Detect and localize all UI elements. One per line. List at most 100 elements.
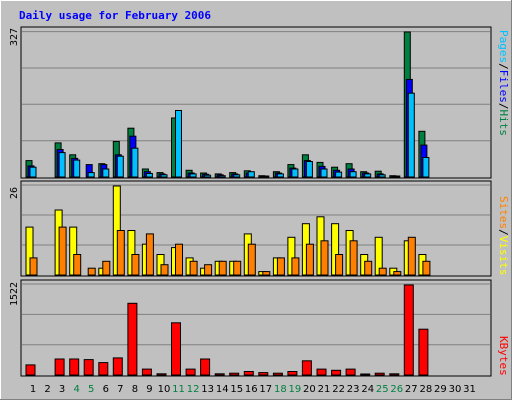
bar-sites-day-26 [393,271,402,276]
bar-sites-day-8 [131,254,140,276]
bar-sites-day-16 [247,243,256,276]
bar-sites-day-17 [262,271,271,276]
day-label-12: 12 [187,384,200,395]
day-label-6: 6 [103,384,109,395]
bar-pages-day-11 [175,110,182,178]
bar-sites-day-6 [102,260,111,276]
legend-kbytes: KBytes [497,336,510,376]
bar-pages-day-8 [131,147,139,178]
day-label-7: 7 [117,384,123,395]
day-label-27: 27 [405,384,418,395]
bar-pages-day-3 [58,152,66,178]
day-label-13: 13 [201,384,214,395]
bar-sites-day-4 [73,254,82,276]
day-label-23: 23 [347,384,360,395]
day-label-16: 16 [245,384,258,395]
day-label-30: 30 [449,384,462,395]
bar-pages-day-18 [276,173,284,178]
bar-kbytes-day-20 [301,360,312,376]
bar-sites-day-28 [422,260,431,276]
bar-pages-day-13 [204,174,212,178]
bar-pages-day-15 [233,174,241,178]
legend-visits-sites: Sites/Visits [497,196,510,276]
bar-kbytes-day-10 [156,373,167,376]
bar-kbytes-day-9 [141,368,152,376]
bar-kbytes-day-18 [272,372,283,376]
day-label-9: 9 [146,384,152,395]
bar-pages-day-9 [145,173,153,178]
bar-sites-day-22 [335,254,344,276]
bar-pages-day-17 [262,175,270,178]
bar-pages-day-24 [364,173,372,178]
day-label-18: 18 [274,384,287,395]
bar-kbytes-day-13 [200,358,211,376]
day-label-26: 26 [390,384,403,395]
bar-sites-day-5 [87,267,96,276]
bar-sites-day-7 [116,230,125,276]
day-label-2: 2 [44,384,50,395]
bar-pages-day-12 [189,173,197,178]
day-label-11: 11 [172,384,185,395]
day-label-8: 8 [132,384,138,395]
chart-title: Daily usage for February 2006 [19,9,211,22]
bar-kbytes-day-12 [185,368,196,376]
bar-kbytes-day-8 [127,302,138,376]
bar-sites-day-21 [320,240,329,276]
day-label-15: 15 [230,384,243,395]
bar-pages-day-4 [73,159,81,178]
bar-pages-day-23 [349,171,357,178]
bar-pages-day-21 [320,168,328,178]
bar-kbytes-day-27 [403,284,414,376]
svg-text:Pages/Files/Hits: Pages/Files/Hits [497,30,510,136]
bar-sites-day-15 [233,260,242,276]
hits-max-label: 327 [9,28,20,46]
bar-pages-day-16 [247,171,255,178]
bar-sites-day-14 [218,260,227,276]
bar-pages-day-25 [378,174,386,178]
bar-sites-day-11 [175,243,183,276]
day-label-1: 1 [30,384,36,395]
bar-sites-day-12 [189,260,198,276]
bar-pages-day-1 [29,166,37,178]
bar-kbytes-day-26 [389,373,400,376]
legend-kbytes-label: KBytes [497,336,510,376]
day-label-20: 20 [303,384,316,395]
bar-pages-day-19 [291,168,299,178]
bar-sites-day-10 [160,264,169,276]
bar-pages-day-5 [87,172,95,178]
bar-sites-day-20 [305,243,314,276]
day-label-24: 24 [361,384,374,395]
bar-kbytes-day-16 [243,371,254,376]
legend-pages: Pages [497,30,510,63]
day-label-19: 19 [289,384,302,395]
day-label-21: 21 [318,384,331,395]
bar-sites-day-19 [291,257,300,276]
day-label-14: 14 [216,384,229,395]
bar-sites-day-27 [407,236,416,276]
bar-kbytes-day-11 [171,322,181,376]
day-label-28: 28 [420,384,433,395]
kbytes-max-label: 1522 [9,282,20,306]
bar-pages-day-22 [335,171,343,178]
day-label-17: 17 [259,384,272,395]
visits-max-label: 26 [9,187,20,199]
bar-kbytes-day-17 [258,372,269,376]
day-label-3: 3 [59,384,65,395]
legend-sep-1: / [497,63,510,70]
bar-kbytes-day-19 [287,371,298,376]
legend-sites: Sites [497,196,510,229]
day-label-25: 25 [376,384,389,395]
bar-kbytes-day-28 [418,328,429,376]
bar-pages-day-20 [305,161,313,178]
bar-sites-day-23 [349,240,358,276]
legend-sep-2: / [497,103,510,110]
legend-files: Files [497,70,510,103]
bar-pages-day-6 [102,168,110,178]
bar-pages-day-28 [422,157,430,178]
legend-visits: Visits [497,236,510,276]
day-label-4: 4 [74,384,80,395]
bar-pages-day-14 [218,175,226,178]
bar-kbytes-day-5 [83,359,94,376]
bar-kbytes-day-21 [316,368,327,376]
